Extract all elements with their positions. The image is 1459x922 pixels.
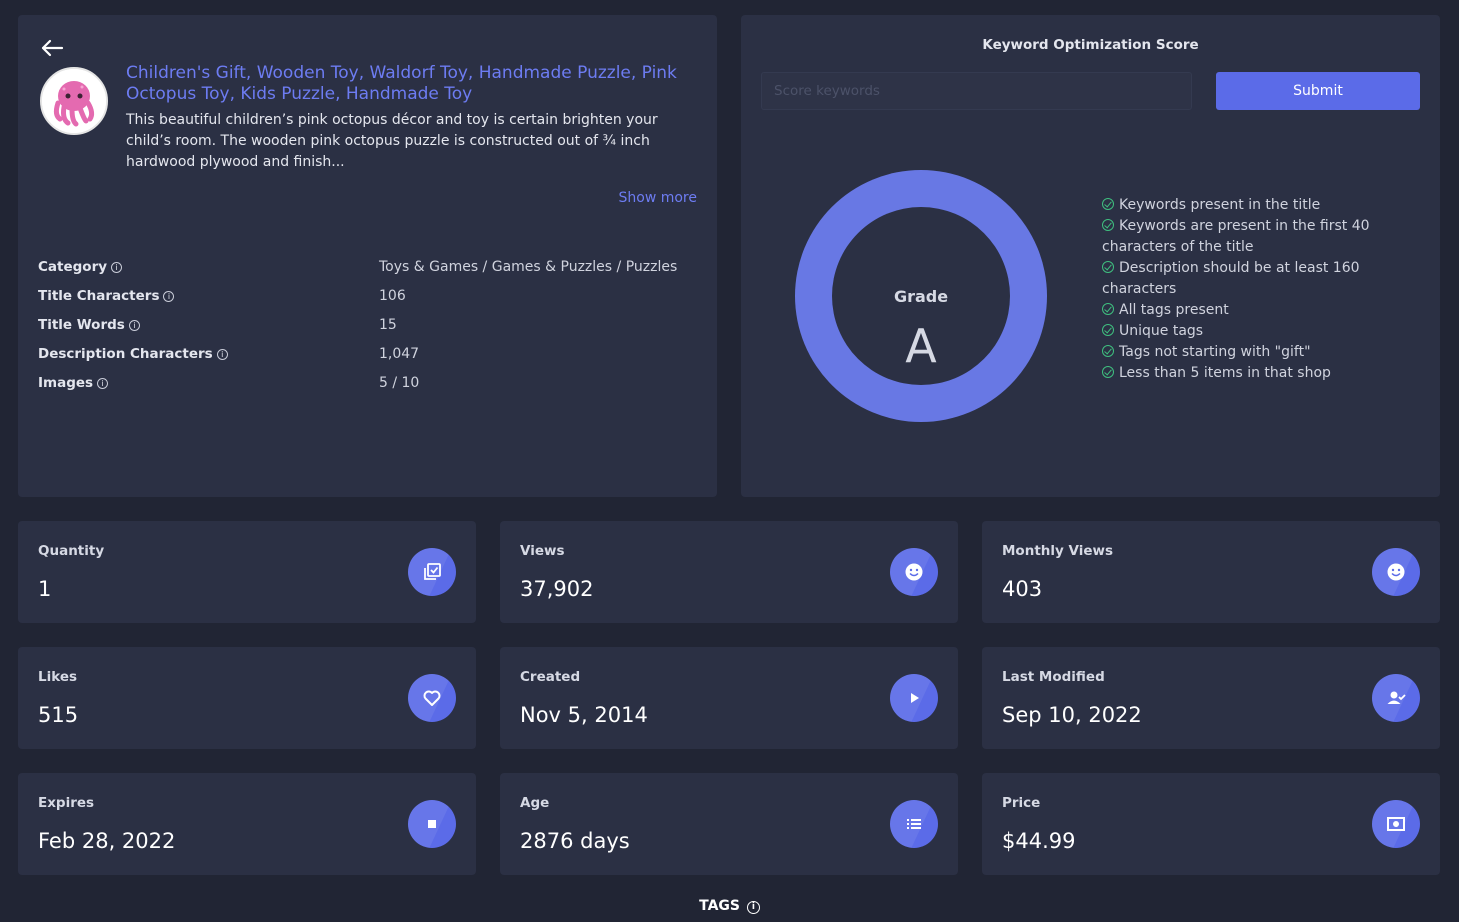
product-card: Children's Gift, Wooden Toy, Waldorf Toy… xyxy=(18,15,717,497)
back-arrow-icon[interactable] xyxy=(40,39,64,57)
info-icon[interactable]: i xyxy=(163,291,175,302)
stat-label: Title Words xyxy=(38,317,125,333)
metric-label: Views xyxy=(520,543,565,559)
product-thumbnail[interactable] xyxy=(40,67,108,135)
check-item: Less than 5 items in that shop xyxy=(1102,363,1402,384)
info-icon[interactable]: i xyxy=(97,378,109,389)
stat-value: 15 xyxy=(379,317,397,333)
stat-label: Category xyxy=(38,259,108,275)
list-icon xyxy=(890,800,938,848)
metric-label: Quantity xyxy=(38,543,105,559)
money-icon xyxy=(1372,800,1420,848)
metric-card-age: Age 2876 days xyxy=(500,773,958,875)
check-circle-icon xyxy=(1102,219,1114,231)
stop-icon xyxy=(408,800,456,848)
stat-value: 5 / 10 xyxy=(379,375,420,391)
metric-value: Sep 10, 2022 xyxy=(1002,703,1142,727)
product-title[interactable]: Children's Gift, Wooden Toy, Waldorf Toy… xyxy=(126,63,677,104)
product-description: This beautiful children’s pink octopus d… xyxy=(126,112,658,170)
check-item: Unique tags xyxy=(1102,321,1402,342)
check-circle-icon xyxy=(1102,324,1114,336)
grade-letter: A xyxy=(905,319,937,373)
check-circle-icon xyxy=(1102,366,1114,378)
tags-heading: TAGS i xyxy=(0,898,1459,914)
submit-button[interactable]: Submit xyxy=(1216,72,1420,110)
stat-value: 1,047 xyxy=(379,346,420,362)
metric-value: $44.99 xyxy=(1002,829,1076,853)
check-item: All tags present xyxy=(1102,300,1402,321)
metric-value: Feb 28, 2022 xyxy=(38,829,176,853)
stat-value: Toys & Games / Games & Puzzles / Puzzles xyxy=(379,259,678,275)
check-item: Keywords are present in the first 40 cha… xyxy=(1102,218,1370,255)
info-icon[interactable]: i xyxy=(128,320,140,331)
info-icon[interactable]: i xyxy=(746,901,760,914)
smiley-icon xyxy=(1372,548,1420,596)
library-check-icon xyxy=(408,548,456,596)
metric-label: Last Modified xyxy=(1002,669,1105,685)
metric-card-quantity: Quantity 1 xyxy=(18,521,476,623)
stat-label: Title Characters xyxy=(38,288,160,304)
metric-label: Age xyxy=(520,795,550,811)
metric-card-created: Created Nov 5, 2014 xyxy=(500,647,958,749)
metric-label: Monthly Views xyxy=(1002,543,1114,559)
keyword-score-title: Keyword Optimization Score xyxy=(982,37,1199,53)
check-circle-icon xyxy=(1102,303,1114,315)
check-circle-icon xyxy=(1102,261,1114,273)
keyword-score-card: Keyword Optimization Score Submit Grade … xyxy=(741,15,1440,497)
metric-card-price: Price $44.99 xyxy=(982,773,1440,875)
stat-row-category: Category i Toys & Games / Games & Puzzles… xyxy=(38,259,698,281)
stat-label: Description Characters xyxy=(38,346,213,362)
metric-value: 403 xyxy=(1002,577,1043,601)
metric-label: Expires xyxy=(38,795,95,811)
optimization-checklist: Keywords present in the title Keywords a… xyxy=(1102,195,1402,384)
stat-row-title-characters: Title Characters i 106 xyxy=(38,288,698,310)
metric-card-likes: Likes 515 xyxy=(18,647,476,749)
metric-label: Created xyxy=(520,669,581,685)
metric-value: 1 xyxy=(38,577,52,601)
metric-card-last-modified: Last Modified Sep 10, 2022 xyxy=(982,647,1440,749)
metric-label: Likes xyxy=(38,669,78,685)
user-check-icon xyxy=(1372,674,1420,722)
show-more-link[interactable]: Show more xyxy=(618,190,698,206)
metric-label: Price xyxy=(1002,795,1041,811)
stat-row-images: Images i 5 / 10 xyxy=(38,375,698,397)
grade-label: Grade xyxy=(893,287,949,306)
metric-card-expires: Expires Feb 28, 2022 xyxy=(18,773,476,875)
metric-card-views: Views 37,902 xyxy=(500,521,958,623)
smiley-icon xyxy=(890,548,938,596)
info-icon[interactable]: i xyxy=(216,349,228,360)
stat-value: 106 xyxy=(379,288,406,304)
info-icon[interactable]: i xyxy=(111,262,123,273)
check-circle-icon xyxy=(1102,198,1114,210)
stat-row-title-words: Title Words i 15 xyxy=(38,317,698,339)
metric-value: 2876 days xyxy=(520,829,630,853)
octopus-image xyxy=(42,69,106,133)
stat-label: Images xyxy=(38,375,94,391)
metric-value: 515 xyxy=(38,703,79,727)
metric-card-monthly-views: Monthly Views 403 xyxy=(982,521,1440,623)
check-item: Keywords present in the title xyxy=(1102,195,1402,216)
play-icon xyxy=(890,674,938,722)
heart-icon xyxy=(408,674,456,722)
metric-value: 37,902 xyxy=(520,577,594,601)
grade-ring: Grade A xyxy=(795,170,1047,422)
score-keywords-input[interactable] xyxy=(761,72,1192,110)
metric-value: Nov 5, 2014 xyxy=(520,703,648,727)
check-circle-icon xyxy=(1102,345,1114,357)
check-item: Description should be at least 160 chara… xyxy=(1102,260,1360,297)
stat-row-description-characters: Description Characters i 1,047 xyxy=(38,346,698,368)
check-item: Tags not starting with "gift" xyxy=(1102,342,1402,363)
